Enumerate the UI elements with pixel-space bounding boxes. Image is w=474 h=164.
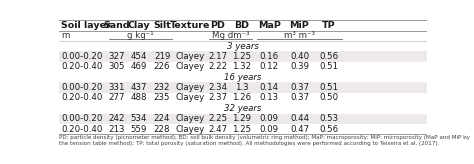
Text: Mg dm⁻³: Mg dm⁻³ [212, 31, 249, 40]
Text: 331: 331 [108, 83, 125, 92]
Text: 0.51: 0.51 [319, 83, 338, 92]
Text: 0.00-0.20: 0.00-0.20 [61, 52, 102, 61]
Text: Clayey: Clayey [176, 114, 205, 123]
Text: 0.40: 0.40 [290, 52, 309, 61]
Text: 3 years: 3 years [227, 42, 259, 51]
Bar [59, 113, 427, 124]
Bar [59, 51, 427, 62]
Text: 0.39: 0.39 [290, 62, 309, 71]
Text: 0.56: 0.56 [319, 124, 338, 133]
Text: 0.20-0.40: 0.20-0.40 [61, 124, 102, 133]
Text: 2.34: 2.34 [208, 83, 227, 92]
Text: 0.14: 0.14 [260, 83, 279, 92]
Text: 0.56: 0.56 [319, 52, 338, 61]
Text: Clayey: Clayey [176, 62, 205, 71]
Text: Clayey: Clayey [176, 52, 205, 61]
Bar [59, 20, 427, 31]
Text: 1.3: 1.3 [235, 83, 248, 92]
Bar [59, 20, 427, 31]
Text: 559: 559 [131, 124, 147, 133]
Text: 0.50: 0.50 [319, 93, 338, 102]
Text: MiP: MiP [290, 21, 310, 30]
Text: Clayey: Clayey [176, 93, 205, 102]
Text: Sand: Sand [103, 21, 129, 30]
Text: 2.47: 2.47 [208, 124, 227, 133]
Text: 213: 213 [108, 124, 125, 133]
Text: m: m [61, 31, 70, 40]
Text: Clayey: Clayey [176, 83, 205, 92]
Text: 0.00-0.20: 0.00-0.20 [61, 114, 102, 123]
Text: 0.09: 0.09 [260, 124, 279, 133]
Text: 305: 305 [108, 62, 125, 71]
Text: 0.13: 0.13 [260, 93, 279, 102]
Text: 2.22: 2.22 [208, 62, 227, 71]
Text: 2.17: 2.17 [208, 52, 227, 61]
Text: 224: 224 [154, 114, 170, 123]
Text: 32 years: 32 years [224, 104, 262, 113]
Text: 232: 232 [154, 83, 170, 92]
Text: 0.00-0.20: 0.00-0.20 [61, 83, 102, 92]
Bar [59, 62, 427, 72]
Text: 534: 534 [130, 114, 147, 123]
Text: 228: 228 [154, 124, 170, 133]
Text: 277: 277 [108, 93, 125, 102]
Bar [59, 103, 427, 113]
Text: 469: 469 [131, 62, 147, 71]
Text: 488: 488 [130, 93, 147, 102]
Text: MaP: MaP [258, 21, 281, 30]
Text: 0.09: 0.09 [260, 114, 279, 123]
Text: 1.32: 1.32 [232, 62, 251, 71]
Text: Clayey: Clayey [176, 124, 205, 133]
Text: 0.47: 0.47 [290, 124, 309, 133]
Text: 226: 226 [154, 62, 170, 71]
Text: 0.53: 0.53 [319, 114, 338, 123]
Text: 327: 327 [108, 52, 125, 61]
Text: 242: 242 [108, 114, 125, 123]
Text: m³ m⁻³: m³ m⁻³ [284, 31, 315, 40]
Text: Texture: Texture [170, 21, 210, 30]
Text: 235: 235 [154, 93, 170, 102]
Text: 1.25: 1.25 [232, 52, 251, 61]
Text: Silt: Silt [153, 21, 171, 30]
Text: 0.51: 0.51 [319, 62, 338, 71]
Text: 0.12: 0.12 [260, 62, 279, 71]
Text: 0.37: 0.37 [290, 83, 309, 92]
Text: 2.37: 2.37 [208, 93, 227, 102]
Text: 0.20-0.40: 0.20-0.40 [61, 62, 102, 71]
Text: 16 years: 16 years [224, 73, 262, 82]
Text: BD: BD [234, 21, 249, 30]
Text: 1.25: 1.25 [232, 124, 251, 133]
Text: g kg⁻¹: g kg⁻¹ [127, 31, 154, 40]
Bar [59, 41, 427, 51]
Text: 454: 454 [130, 52, 147, 61]
Text: Clay: Clay [128, 21, 150, 30]
Bar [59, 93, 427, 103]
Text: 437: 437 [130, 83, 147, 92]
Text: 0.16: 0.16 [260, 52, 279, 61]
Text: PD: particle density (picnometer method); BD: soil bulk density (volumetric ring: PD: particle density (picnometer method)… [59, 135, 470, 146]
Text: 1.26: 1.26 [232, 93, 251, 102]
Bar [59, 31, 427, 41]
Text: 0.20-0.40: 0.20-0.40 [61, 93, 102, 102]
Text: 2.25: 2.25 [208, 114, 227, 123]
Bar [59, 72, 427, 82]
Text: 0.44: 0.44 [290, 114, 309, 123]
Text: 219: 219 [154, 52, 170, 61]
Text: 1.29: 1.29 [232, 114, 251, 123]
Text: Soil layer: Soil layer [61, 21, 111, 30]
Text: PD: PD [210, 21, 225, 30]
Text: 0.37: 0.37 [290, 93, 309, 102]
Text: TP: TP [322, 21, 336, 30]
Bar [59, 82, 427, 93]
